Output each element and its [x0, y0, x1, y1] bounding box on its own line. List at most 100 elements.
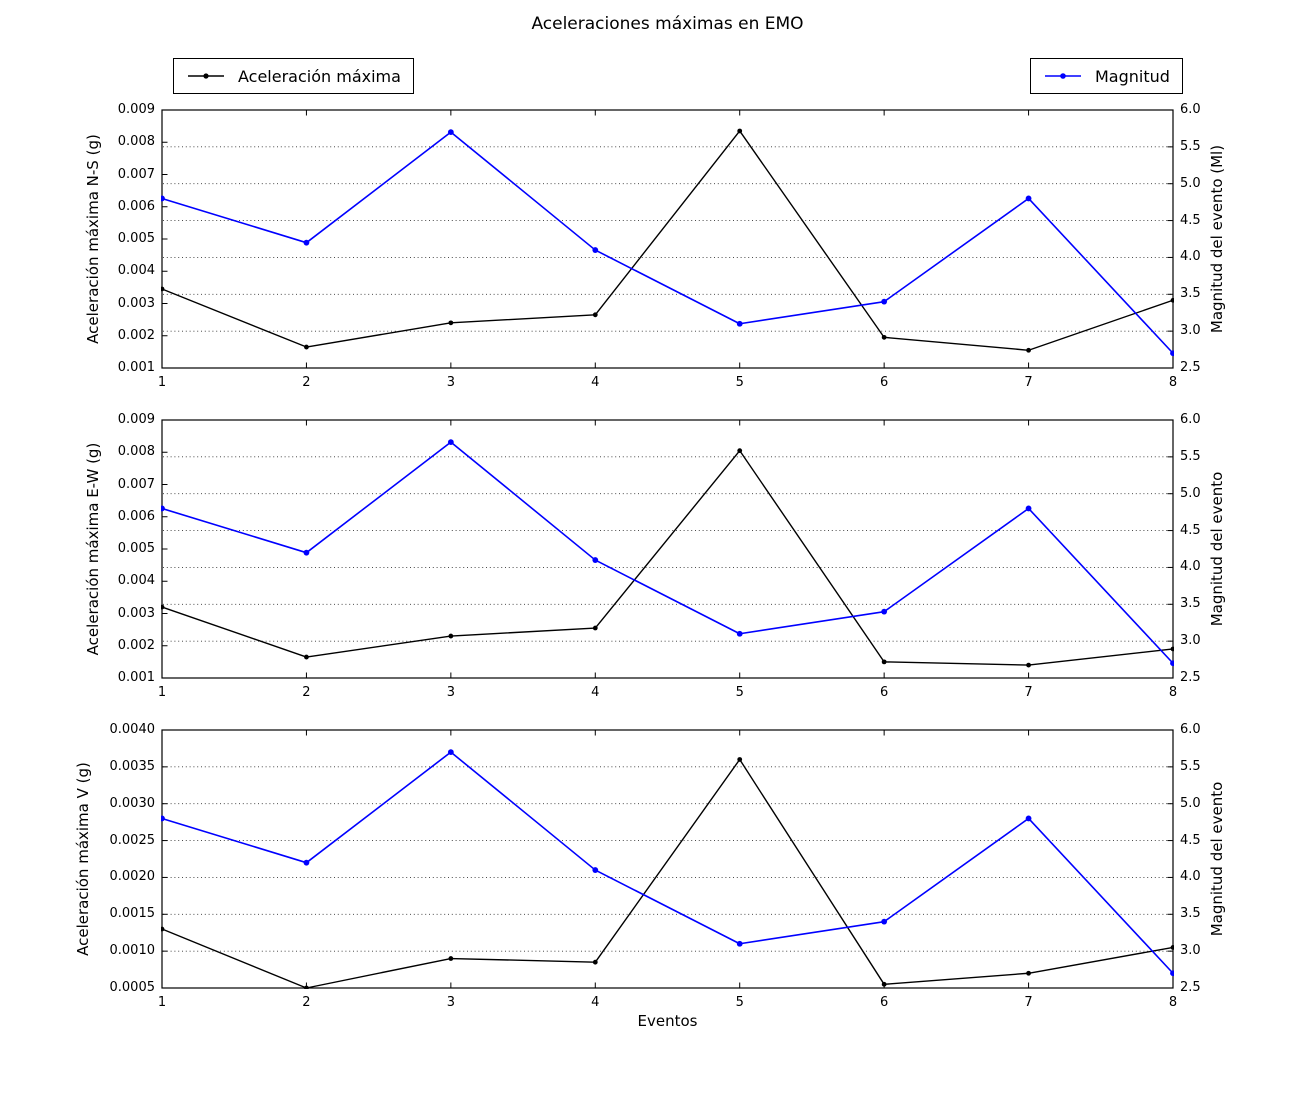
x-tick-label: 5 [735, 685, 744, 700]
y-tick-label-right: 6.0 [1180, 102, 1201, 117]
y-tick-label-left: 0.0005 [109, 980, 156, 995]
data-point-magnitud [736, 320, 743, 327]
y-tick-label-right: 4.5 [1180, 212, 1201, 228]
y-tick-label-left: 0.0035 [109, 758, 156, 774]
data-point-aceleracion-maxima [592, 312, 598, 318]
data-point-aceleracion-maxima [448, 956, 454, 961]
x-tick-label: 2 [302, 685, 311, 700]
y-tick-label-left: 0.006 [117, 198, 155, 214]
y-tick-label-left: 0.009 [117, 102, 155, 117]
y-tick-label-left: 0.002 [117, 327, 155, 343]
y-tick-label-right: 2.5 [1180, 980, 1201, 995]
x-tick-label: 8 [1168, 685, 1178, 700]
x-tick-label: 8 [1168, 375, 1178, 390]
y-tick-label-right: 5.0 [1180, 795, 1201, 811]
data-point-magnitud [1025, 815, 1032, 822]
legend-label-magnitud: Magnitud [1095, 66, 1170, 86]
y-tick-label-right: 6.0 [1180, 722, 1201, 737]
x-tick-label: 4 [591, 685, 600, 700]
data-point-magnitud [1025, 195, 1032, 202]
data-point-magnitud [447, 749, 454, 756]
data-point-aceleracion-maxima [881, 659, 887, 665]
data-point-aceleracion-maxima [448, 320, 454, 326]
data-point-magnitud [736, 940, 743, 947]
x-tick-label: 7 [1024, 685, 1033, 700]
y-tick-label-right: 3.0 [1180, 323, 1201, 339]
data-point-magnitud [592, 557, 599, 563]
y-tick-label-right: 5.0 [1180, 485, 1201, 501]
data-point-aceleracion-maxima [1170, 646, 1174, 652]
series-line-magnitud [161, 751, 1174, 974]
y-tick-label-left: 0.008 [117, 134, 155, 150]
y-tick-label-left: 0.004 [117, 573, 155, 589]
data-point-aceleracion-maxima [592, 625, 598, 631]
plot-border [161, 109, 1174, 369]
y-tick-label-right: 5.0 [1180, 175, 1201, 191]
y-tick-label-left: 0.0015 [109, 906, 156, 922]
y-tick-label-left: 0.0025 [109, 832, 156, 848]
x-axis-label: Eventos [637, 1012, 698, 1030]
y-tick-label-right: 4.0 [1180, 869, 1201, 885]
x-tick-label: 6 [880, 375, 889, 390]
x-tick-label: 5 [735, 375, 744, 390]
subplot-v-canvas [161, 729, 1174, 989]
legend-aceleracion-maxima: Aceleración máxima [173, 58, 414, 94]
x-tick-label: 7 [1024, 995, 1033, 1010]
data-point-magnitud [592, 867, 599, 873]
series-line-aceleracion-maxima [161, 130, 1174, 351]
data-point-aceleracion-maxima [1026, 662, 1031, 668]
data-point-magnitud [161, 815, 165, 822]
data-point-aceleracion-maxima [592, 959, 598, 965]
data-point-magnitud [881, 918, 888, 925]
data-point-aceleracion-maxima [1170, 945, 1174, 950]
x-tick-label: 4 [591, 995, 600, 1010]
y-tick-label-left: 0.008 [117, 444, 155, 460]
y-tick-label-left: 0.001 [117, 670, 155, 685]
y-axis-label-left: Aceleración máxima N-S (g) [84, 134, 102, 344]
y-tick-label-left: 0.0010 [109, 943, 156, 959]
y-axis-label-left: Aceleración máxima V (g) [74, 762, 92, 956]
series-line-magnitud [161, 131, 1174, 354]
data-point-aceleracion-maxima [161, 286, 165, 292]
series-line-magnitud [161, 441, 1174, 664]
legend-label-aceleracion: Aceleración máxima [238, 66, 401, 86]
y-tick-label-right: 5.5 [1180, 758, 1201, 774]
y-tick-label-right: 4.5 [1180, 522, 1201, 538]
data-point-magnitud [161, 195, 165, 202]
figure-title: Aceleraciones máximas en EMO [531, 14, 804, 34]
data-point-magnitud [736, 630, 743, 637]
y-tick-label-left: 0.007 [117, 166, 155, 182]
data-point-magnitud [1170, 970, 1174, 977]
data-point-aceleracion-maxima [881, 334, 887, 340]
data-point-aceleracion-maxima [304, 344, 309, 350]
y-tick-label-left: 0.007 [117, 476, 155, 492]
data-point-aceleracion-maxima [161, 926, 165, 932]
data-point-aceleracion-maxima [737, 448, 743, 454]
y-tick-label-right: 2.5 [1180, 670, 1201, 685]
data-point-magnitud [161, 505, 165, 512]
legend-line-marker-icon [1045, 73, 1081, 79]
data-point-magnitud [592, 247, 599, 253]
data-point-magnitud [1170, 660, 1174, 667]
y-tick-label-right: 3.5 [1180, 596, 1201, 612]
subplot-e-w-canvas [161, 419, 1174, 679]
x-tick-label: 3 [446, 685, 455, 700]
data-point-aceleracion-maxima [881, 981, 887, 987]
y-tick-label-left: 0.005 [117, 231, 155, 246]
data-point-magnitud [1170, 350, 1174, 357]
series-line-aceleracion-maxima [161, 758, 1174, 989]
y-tick-label-right: 3.0 [1180, 633, 1201, 649]
y-tick-label-left: 0.0030 [109, 795, 156, 811]
y-tick-label-left: 0.004 [117, 263, 155, 279]
y-tick-label-left: 0.005 [117, 541, 155, 556]
x-tick-label: 3 [446, 375, 455, 390]
data-point-aceleracion-maxima [737, 128, 743, 134]
data-point-magnitud [447, 439, 454, 446]
data-point-magnitud [303, 859, 310, 866]
y-tick-label-left: 0.0020 [109, 869, 156, 885]
y-tick-label-right: 2.5 [1180, 360, 1201, 375]
y-axis-label-right: Magnitud del evento [1208, 781, 1226, 937]
data-point-magnitud [447, 129, 454, 136]
y-axis-label-right: Magnitud del evento (Ml) [1208, 144, 1226, 334]
x-tick-label: 2 [302, 995, 311, 1010]
